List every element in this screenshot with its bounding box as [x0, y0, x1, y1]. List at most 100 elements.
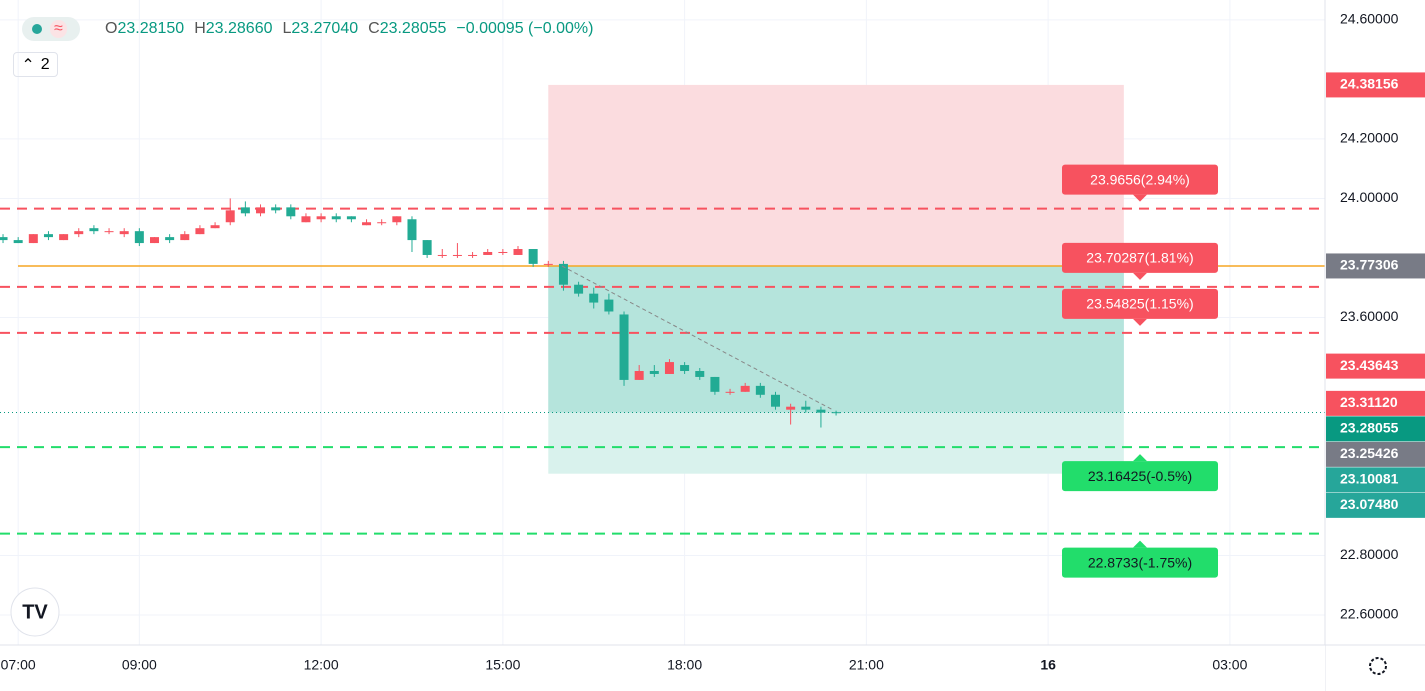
- x-tick-label: 21:00: [849, 657, 884, 673]
- realized-zone: [548, 265, 1124, 413]
- candle-body: [770, 394, 780, 407]
- price-label: 23.10081: [1340, 471, 1399, 487]
- ohlc-item: L23.27040: [282, 20, 358, 38]
- ohlc-key: C: [368, 20, 380, 37]
- logo[interactable]: [10, 587, 60, 637]
- candle-body: [574, 284, 584, 294]
- y-tick-label: 24.20000: [1340, 130, 1399, 146]
- candle-body: [468, 254, 478, 256]
- price-label: 23.77306: [1340, 257, 1399, 273]
- candle-body: [119, 231, 129, 235]
- candle-body: [740, 385, 750, 392]
- candle-body: [513, 249, 523, 255]
- candle-body: [392, 216, 402, 223]
- collapse-button[interactable]: ⌃ 2: [13, 52, 58, 77]
- level-label-box: [1062, 461, 1218, 492]
- candle-body: [225, 210, 235, 223]
- settings-icon[interactable]: [1369, 657, 1387, 675]
- candle-body: [695, 370, 705, 377]
- candle-body: [89, 228, 99, 232]
- candle-body: [755, 385, 765, 395]
- price-label: 24.38156: [1340, 76, 1399, 92]
- candle-body: [195, 228, 205, 235]
- price-label-box: [1326, 390, 1425, 416]
- level-label: 23.70287(1.81%): [1086, 250, 1193, 266]
- candle-body: [180, 234, 190, 241]
- candle-body: [13, 240, 23, 244]
- ohlc-item: O23.28150: [105, 20, 184, 38]
- candle-body: [271, 207, 281, 211]
- candle-body: [604, 299, 614, 312]
- ohlc-value: 23.28660: [205, 20, 273, 37]
- candle-body: [346, 216, 356, 220]
- price-label: 23.28055: [1340, 420, 1399, 436]
- price-label: 23.07480: [1340, 496, 1399, 512]
- x-tick-label: 16: [1040, 657, 1056, 673]
- level-label: 23.9656(2.94%): [1090, 171, 1190, 187]
- badge-icon: ≈: [50, 20, 67, 38]
- price-label-box: [1326, 492, 1425, 518]
- ohlc-value: 23.28150: [117, 20, 185, 37]
- candle-body: [619, 314, 629, 380]
- candle-body: [240, 207, 250, 214]
- chevron: ⌃: [21, 56, 35, 74]
- ohlc-key: L: [282, 20, 292, 37]
- logo-mark: TV: [22, 601, 48, 623]
- candle-body: [210, 225, 220, 229]
- x-tick-label: 15:00: [485, 657, 520, 673]
- ohlc-value: 23.27040: [291, 20, 359, 37]
- ohlc-item: C23.28055: [368, 20, 446, 38]
- status-dot: [32, 24, 42, 34]
- y-tick-label: 23.60000: [1340, 308, 1399, 324]
- y-tick-label: 24.00000: [1340, 189, 1399, 205]
- candle-body: [680, 365, 690, 371]
- level-label-pointer: [1133, 540, 1147, 548]
- candle-body: [498, 251, 508, 253]
- candle-body: [816, 409, 826, 413]
- symbol-badge[interactable]: ≈: [22, 17, 80, 41]
- candle-body: [483, 251, 493, 255]
- price-label-box: [1326, 72, 1425, 98]
- price-label-box: [1326, 467, 1425, 493]
- level-label: 23.16425(-0.5%): [1088, 468, 1192, 484]
- trend-line: [561, 265, 834, 411]
- candle-body: [286, 207, 296, 217]
- time-axis: [0, 645, 1325, 691]
- candle-body: [149, 237, 159, 244]
- candle-body: [74, 231, 84, 235]
- level-label: 23.54825(1.15%): [1086, 296, 1193, 312]
- level-label-pointer: [1133, 272, 1147, 280]
- stop-zone: [548, 84, 1124, 266]
- level-label-box: [1062, 547, 1218, 578]
- price-label-box: [1326, 353, 1425, 379]
- level-label: 22.8733(-1.75%): [1088, 554, 1192, 570]
- level-label-box: [1062, 242, 1218, 273]
- candle-body: [801, 406, 811, 410]
- candle-body: [634, 370, 644, 380]
- price-label-box: [1326, 416, 1425, 442]
- collapsed-count: 2: [40, 55, 50, 73]
- level-label-box: [1062, 288, 1218, 319]
- candle-body: [543, 263, 553, 265]
- ohlc-key: H: [194, 20, 206, 37]
- candle-body: [664, 362, 674, 374]
- candle-body: [59, 234, 69, 241]
- candle-body: [104, 231, 114, 233]
- candle-body: [437, 254, 447, 256]
- candle-body: [452, 254, 462, 256]
- candle-body: [422, 240, 432, 255]
- candle-body: [134, 231, 144, 244]
- price-label-box: [1326, 441, 1425, 467]
- candle-body: [786, 406, 796, 410]
- x-tick-label: 09:00: [122, 657, 157, 673]
- candle-body: [301, 216, 311, 223]
- price-label: 23.31120: [1340, 394, 1398, 410]
- ohlc-value: 23.28055: [379, 20, 447, 37]
- x-tick-label: 03:00: [1212, 657, 1247, 673]
- level-label-pointer: [1133, 454, 1147, 462]
- candle-body: [831, 412, 841, 414]
- candle-body: [43, 234, 53, 238]
- candle-body: [710, 376, 720, 392]
- candle-body: [725, 391, 735, 393]
